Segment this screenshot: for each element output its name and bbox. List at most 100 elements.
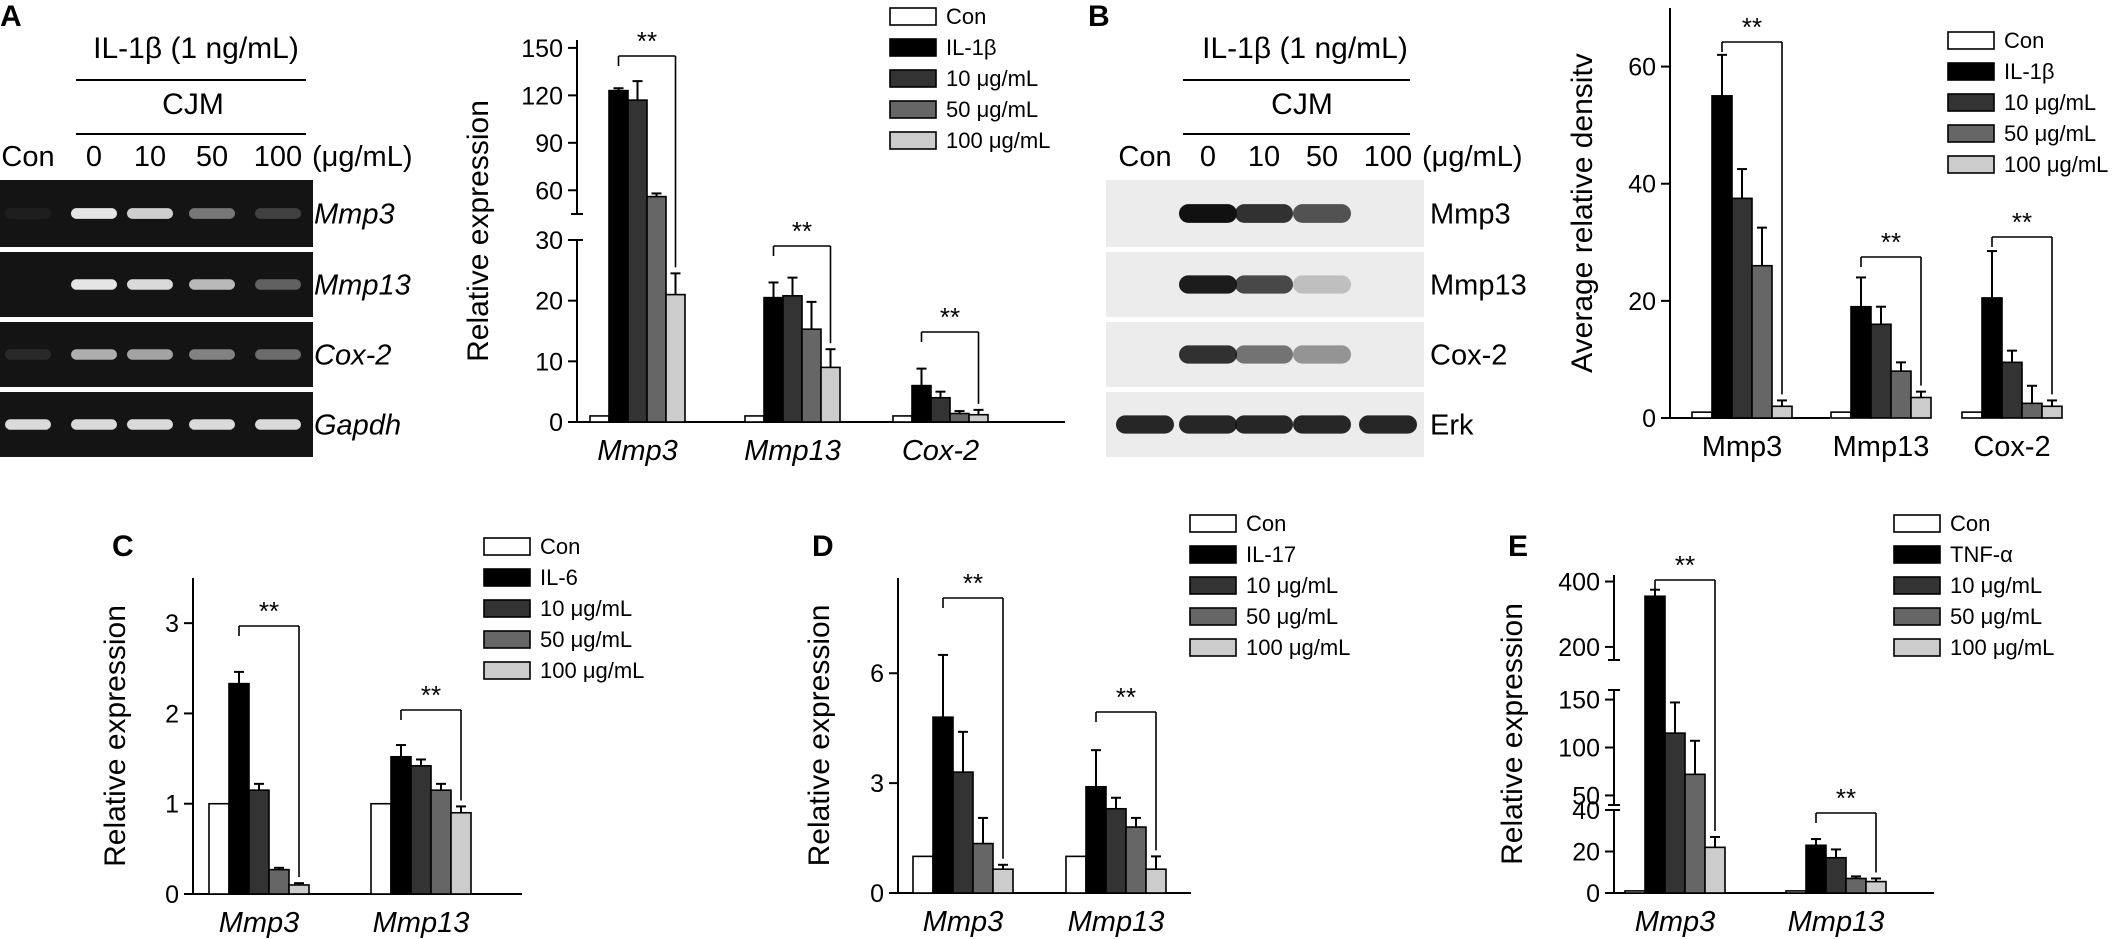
significance-label: ** — [421, 680, 441, 710]
drug-label: CJM — [162, 88, 224, 121]
band — [255, 349, 301, 360]
band — [189, 279, 235, 290]
band — [1235, 345, 1293, 364]
legend-swatch — [889, 38, 937, 57]
legend-label: 50 μg/mL — [946, 97, 1038, 122]
row-label: Mmp3 — [1430, 199, 1511, 231]
lane-label: 50 — [1306, 141, 1338, 173]
y-tick-label: 0 — [1642, 405, 1656, 433]
y-tick-label: 120 — [521, 82, 563, 110]
bar — [1085, 785, 1107, 894]
lane-label: 100 — [1364, 141, 1412, 173]
bar — [390, 755, 412, 895]
y-tick-label: 60 — [535, 177, 563, 205]
category-label: Mmp3 — [1702, 431, 1783, 463]
y-tick-label: 50 — [1572, 782, 1600, 810]
panel-letter-C: C — [112, 530, 134, 563]
category-label: Mmp13 — [1068, 906, 1165, 938]
band — [127, 349, 173, 360]
legend-swatch — [1947, 31, 1995, 50]
y-tick-label: 60 — [1628, 54, 1656, 82]
significance-label: ** — [1881, 227, 1901, 257]
y-tick-label: 400 — [1558, 569, 1600, 597]
bar — [2041, 405, 2063, 419]
panel-letter-A: A — [0, 0, 22, 33]
bar — [992, 868, 1014, 894]
lane-label: 0 — [86, 141, 102, 173]
legend-swatch — [1189, 514, 1237, 533]
row-label: Cox-2 — [1430, 340, 1507, 372]
bar — [1751, 264, 1773, 419]
row-label: Mmp13 — [314, 270, 411, 302]
legend-label: 100 μg/mL — [1950, 635, 2054, 660]
bar — [1890, 370, 1912, 419]
band — [127, 419, 173, 430]
category-label: Mmp3 — [923, 906, 1004, 938]
bar — [952, 771, 974, 894]
band — [1179, 275, 1237, 294]
y-tick-label: 20 — [535, 288, 563, 316]
legend-label: IL-1β — [946, 35, 997, 60]
y-tick-label: 10 — [535, 348, 563, 376]
legend-swatch — [1893, 576, 1941, 595]
legend-swatch — [1947, 93, 1995, 112]
category-label: Mmp3 — [1635, 906, 1716, 938]
band — [1179, 415, 1237, 434]
panel-letter-E: E — [1508, 530, 1528, 563]
row-label: Mmp3 — [314, 199, 395, 231]
y-tick-label: 2 — [165, 700, 179, 728]
bar — [1704, 846, 1726, 894]
legend-swatch — [1947, 124, 1995, 143]
band — [71, 279, 117, 290]
bar — [1961, 411, 1983, 419]
legend-swatch — [1893, 545, 1941, 564]
y-tick-label: 3 — [870, 770, 884, 798]
band — [1293, 275, 1351, 294]
legend-label: Con — [2004, 28, 2044, 53]
legend-swatch — [483, 599, 531, 618]
significance-label: ** — [792, 216, 812, 246]
panel-letter-B: B — [1088, 0, 1110, 33]
band — [1293, 204, 1351, 223]
y-tick-label: 150 — [521, 35, 563, 63]
bar — [1624, 890, 1646, 894]
bar — [1830, 411, 1852, 419]
lane-label: 10 — [134, 141, 166, 173]
lane-label: 100 — [254, 141, 302, 173]
bar — [801, 328, 822, 423]
band — [255, 419, 301, 430]
band — [5, 419, 51, 430]
y-tick-label: 1 — [165, 791, 179, 819]
legend-label: 10 μg/mL — [1246, 573, 1338, 598]
band — [255, 208, 301, 219]
significance-label: ** — [1116, 682, 1136, 712]
bar — [932, 716, 954, 894]
bar — [370, 802, 392, 895]
row-label: Cox-2 — [314, 340, 391, 372]
legend-label: 10 μg/mL — [946, 66, 1038, 91]
chart-B: 0 20 40 60 Average relative densitv Mmp3 ** Mmp… — [1566, 8, 2108, 463]
legend-swatch — [1189, 545, 1237, 564]
y-axis-label: Relative expression — [99, 605, 132, 867]
bar — [1825, 856, 1847, 894]
bar — [911, 384, 932, 423]
legend-swatch — [1893, 638, 1941, 657]
legend-label: Con — [540, 534, 580, 559]
band — [1235, 415, 1293, 434]
bar — [949, 412, 970, 423]
band — [1359, 415, 1417, 434]
y-axis-label: Relative expression — [462, 100, 495, 362]
legend-swatch — [483, 630, 531, 649]
category-label: Mmp13 — [373, 907, 470, 939]
bar — [1771, 405, 1793, 419]
y-tick-label: 150 — [1558, 687, 1600, 715]
bar — [646, 195, 667, 423]
bar — [410, 764, 432, 895]
bar — [608, 89, 629, 423]
legend-label: 100 μg/mL — [2004, 152, 2108, 177]
band — [189, 349, 235, 360]
drug-label: CJM — [1271, 88, 1333, 121]
bar — [1981, 297, 2003, 419]
bar — [1691, 411, 1713, 419]
y-tick-label: 90 — [535, 130, 563, 158]
